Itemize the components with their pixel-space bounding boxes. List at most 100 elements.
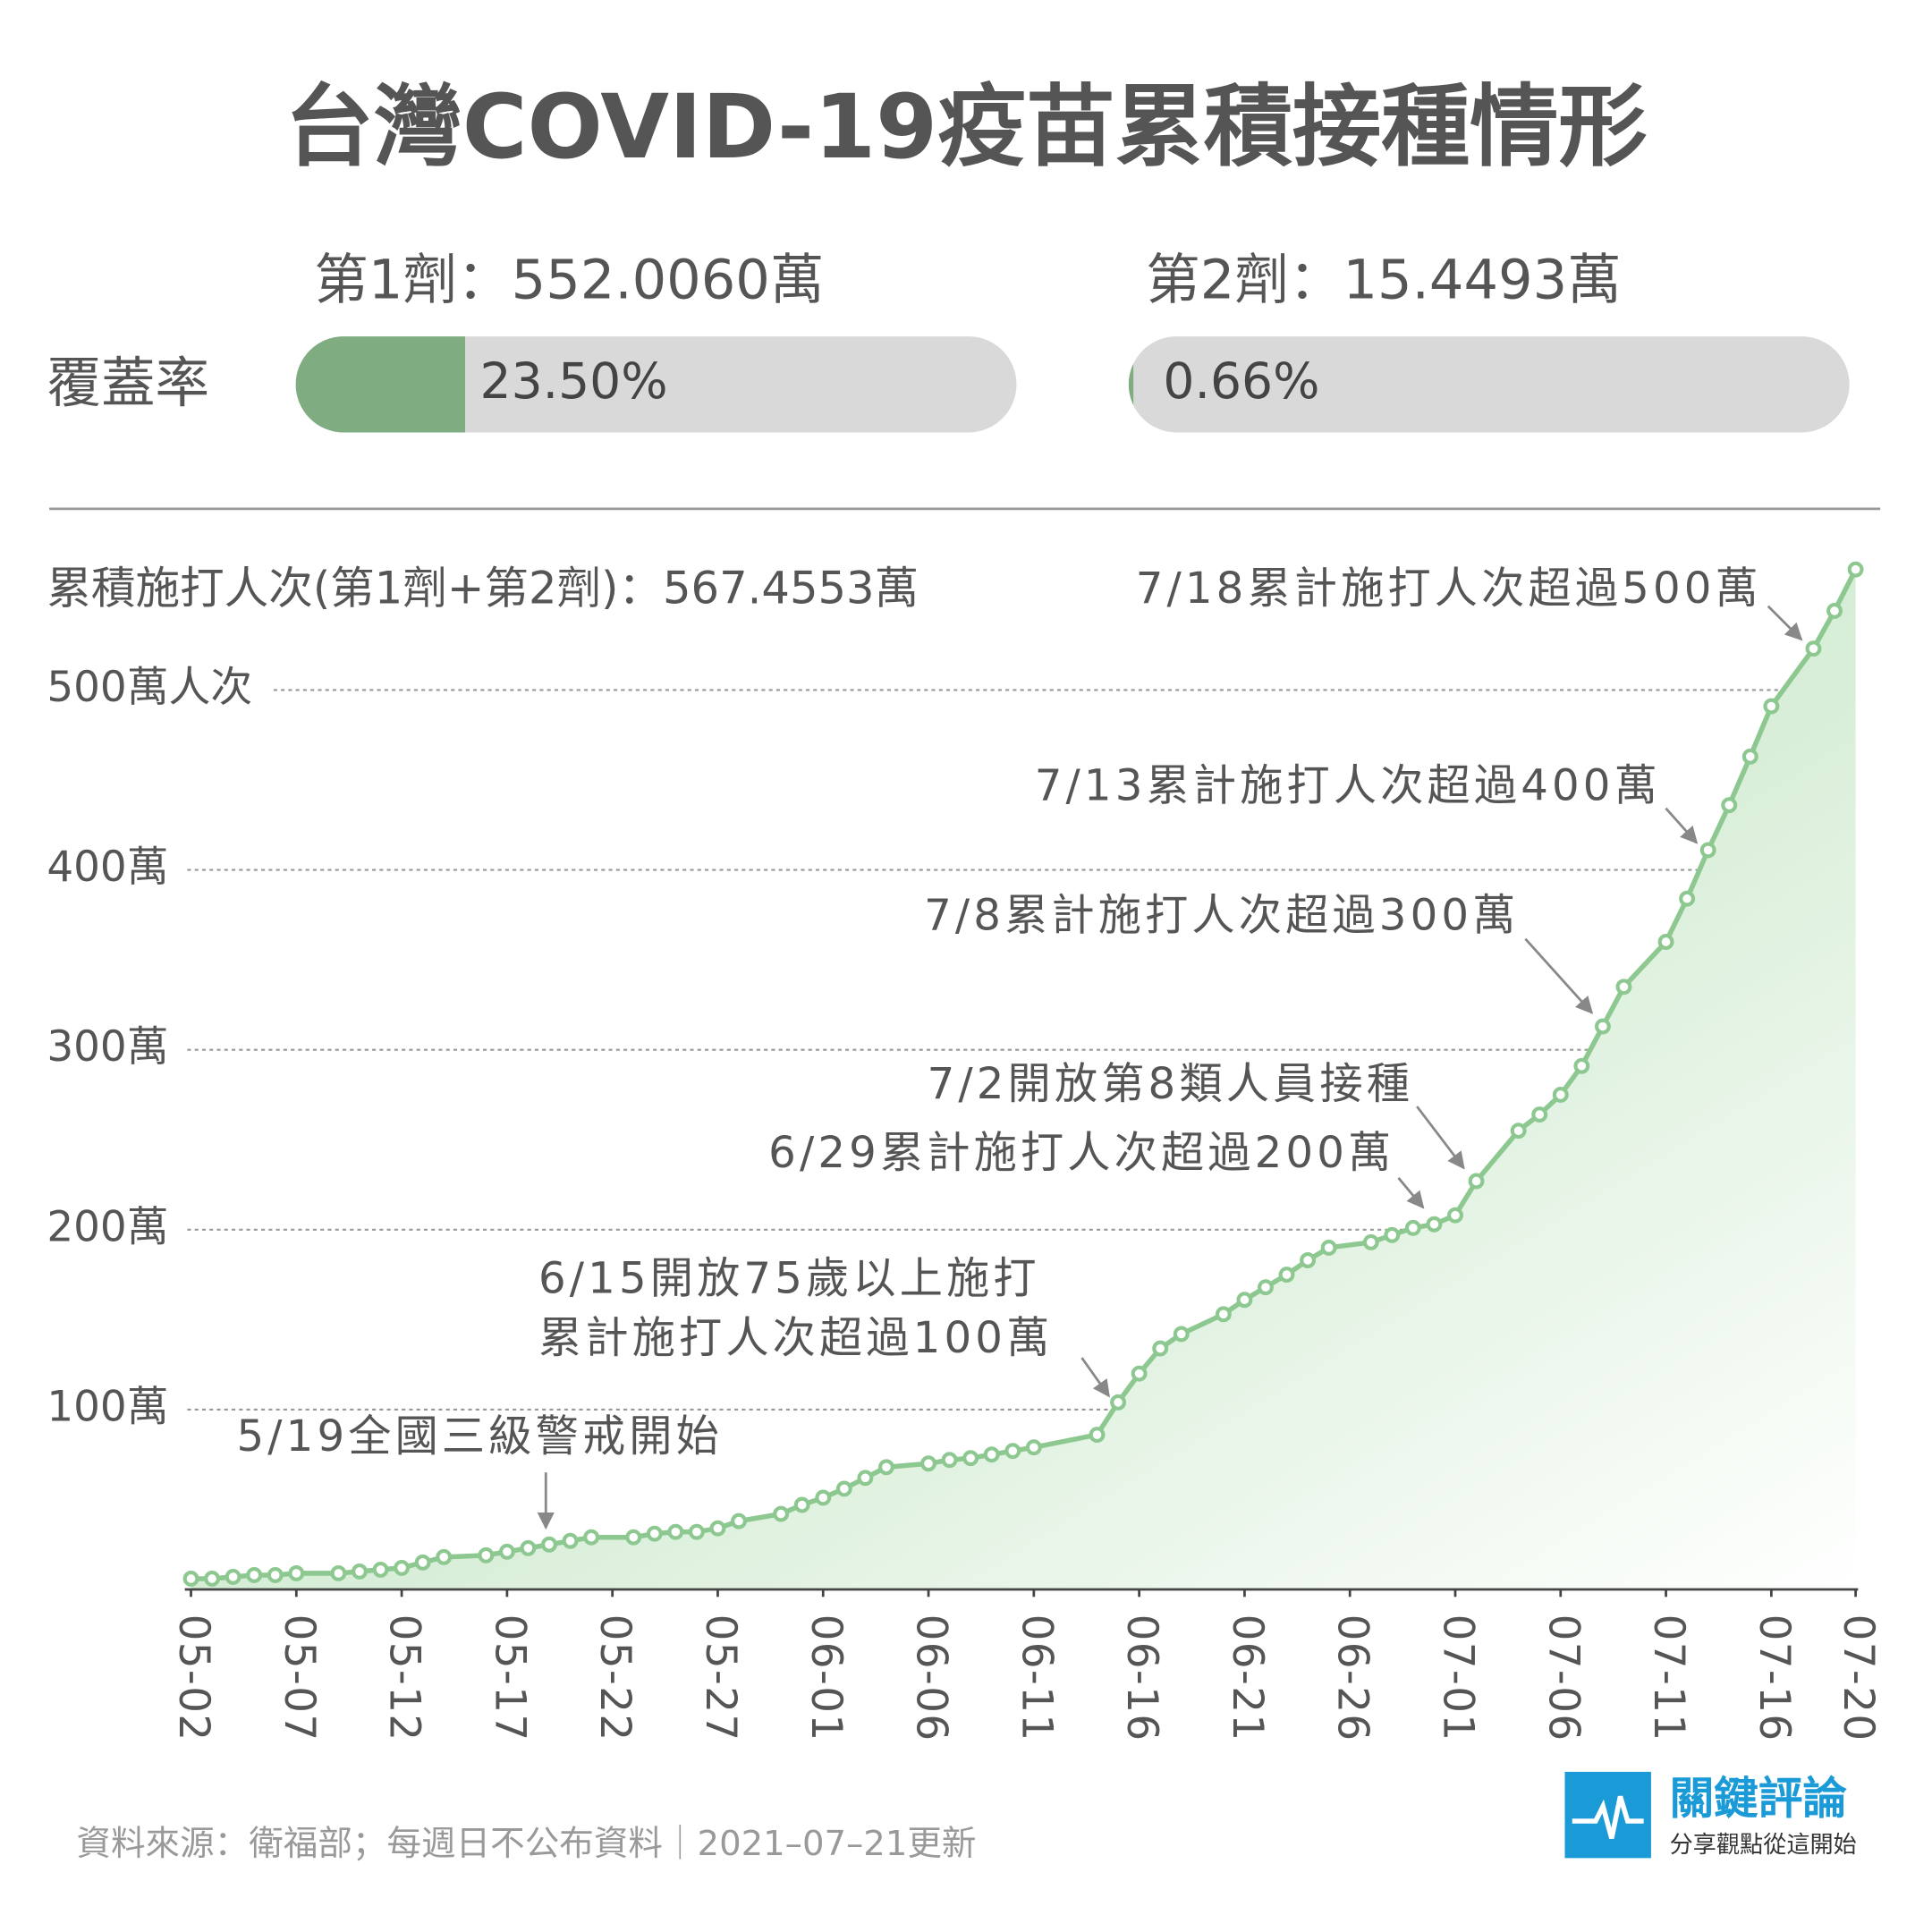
x-tick-label: 07-16 — [1750, 1614, 1798, 1742]
point — [520, 1539, 537, 1556]
point — [1699, 842, 1716, 859]
point — [1278, 1267, 1295, 1284]
x-tick-label: 06-06 — [907, 1614, 955, 1742]
x-tick-label: 05-07 — [275, 1614, 323, 1742]
x-tick-label: 06-01 — [801, 1614, 850, 1742]
point — [1131, 1365, 1148, 1382]
point — [709, 1520, 726, 1537]
point — [436, 1548, 453, 1565]
annotation: 6/15開放75歲以上施打 — [538, 1254, 1040, 1304]
point — [562, 1532, 579, 1549]
point — [983, 1446, 1000, 1463]
annotation: 累計施打人次超過100萬 — [538, 1313, 1053, 1363]
point — [394, 1559, 411, 1576]
annotation: 7/8累計施打人次超過300萬 — [924, 890, 1519, 940]
point — [857, 1470, 874, 1487]
point — [541, 1536, 557, 1553]
subtitle: 累積施打人次(第1劑+第2劑)：567.4553萬 — [47, 563, 919, 614]
point — [330, 1564, 347, 1581]
x-tick-label: 06-16 — [1117, 1614, 1165, 1742]
point — [773, 1505, 790, 1522]
annotation-arrow — [1080, 1357, 1110, 1398]
point — [835, 1480, 852, 1497]
point — [372, 1561, 389, 1578]
x-tick-label: 07-20 — [1834, 1614, 1882, 1742]
point — [1679, 890, 1696, 907]
point — [877, 1459, 894, 1476]
point — [1615, 979, 1632, 996]
x-tick-label: 06-21 — [1223, 1614, 1271, 1742]
point — [625, 1529, 642, 1546]
source: 資料來源：衛福部；每週日不公布資料｜2021–07–21更新 — [76, 1824, 976, 1864]
annotation-arrow — [1397, 1177, 1425, 1209]
coverage-label: 23.50% — [480, 352, 668, 410]
point — [1110, 1394, 1127, 1411]
point — [1025, 1439, 1042, 1456]
title: 台灣COVID-19疫苗累積接種情形 — [284, 76, 1647, 179]
point — [1826, 602, 1843, 619]
y-tick-label: 300萬 — [47, 1023, 168, 1072]
point — [246, 1566, 263, 1583]
x-tick-label: 07-06 — [1538, 1614, 1587, 1742]
point — [731, 1513, 747, 1530]
point — [667, 1523, 684, 1540]
y-tick-label: 100萬 — [47, 1383, 168, 1431]
point — [1847, 561, 1864, 578]
point — [478, 1546, 495, 1563]
point — [1152, 1340, 1169, 1357]
annotation: 5/19全國三級警戒開始 — [236, 1411, 722, 1462]
y-tick-label: 200萬 — [47, 1203, 168, 1251]
point — [1004, 1443, 1021, 1460]
y-tick-label: 400萬 — [47, 843, 168, 892]
point — [1089, 1427, 1106, 1444]
point — [204, 1571, 221, 1587]
point — [1404, 1219, 1421, 1236]
coverage-label: 覆蓋率 — [47, 352, 209, 415]
coverage-track — [295, 336, 1017, 433]
point — [1531, 1106, 1548, 1123]
annotation: 7/2開放第8類人員接種 — [928, 1059, 1413, 1109]
point — [1173, 1326, 1190, 1343]
coverage-bar — [1128, 336, 1134, 433]
point — [962, 1450, 979, 1467]
annotation-arrow — [1767, 605, 1803, 641]
point — [414, 1554, 431, 1571]
coverage-track — [1128, 336, 1850, 433]
point — [1552, 1087, 1569, 1103]
point — [1426, 1216, 1443, 1233]
point — [1384, 1226, 1401, 1243]
logo-pulse — [1572, 1795, 1644, 1840]
coverage-bar — [295, 336, 465, 433]
brand: 關鍵評論 — [1670, 1772, 1848, 1824]
slogan: 分享觀點從這開始 — [1670, 1832, 1857, 1859]
point — [1236, 1292, 1253, 1309]
point — [1320, 1239, 1337, 1256]
point — [182, 1571, 199, 1587]
annotation: 7/18累計施打人次超過500萬 — [1136, 564, 1762, 614]
point — [1468, 1173, 1485, 1190]
point — [1573, 1057, 1590, 1074]
point — [583, 1529, 600, 1546]
x-tick-label: 06-26 — [1328, 1614, 1377, 1742]
point — [1362, 1233, 1379, 1250]
annotation-arrow — [1665, 807, 1699, 844]
x-tick-label: 07-01 — [1433, 1614, 1481, 1742]
x-tick-label: 05-12 — [380, 1614, 428, 1742]
point — [1258, 1279, 1274, 1296]
point — [1300, 1252, 1317, 1268]
point — [1447, 1207, 1463, 1224]
point — [1510, 1123, 1527, 1140]
point — [793, 1496, 810, 1513]
point — [920, 1455, 936, 1472]
annotation-arrow — [1416, 1106, 1465, 1170]
x-tick-label: 05-22 — [590, 1614, 639, 1742]
annotation: 7/13累計施打人次超過400萬 — [1035, 761, 1661, 811]
x-tick-label: 05-27 — [696, 1614, 744, 1742]
point — [1805, 640, 1822, 657]
x-tick-label: 05-17 — [485, 1614, 533, 1742]
point — [688, 1523, 705, 1540]
annotation-arrow — [1524, 937, 1594, 1014]
annotation: 6/29累計施打人次超過200萬 — [768, 1128, 1394, 1178]
y-tick-label: 500萬人次 — [47, 664, 252, 712]
